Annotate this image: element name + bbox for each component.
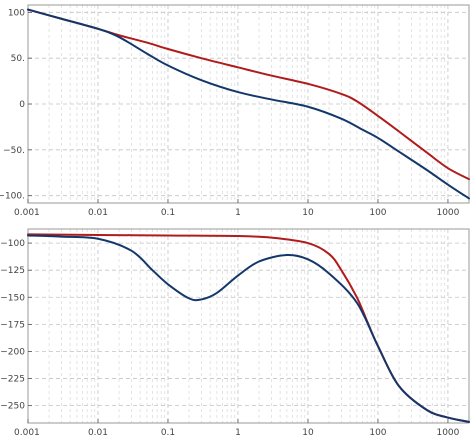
magnitude-y-tick-label: −50. <box>3 146 25 156</box>
phase-y-tick-label: −225 <box>0 375 25 385</box>
phase-x-tick-label: 1000 <box>436 428 459 438</box>
phase-y-tick-label: −125 <box>0 266 25 276</box>
phase-x-tick-label: 100 <box>369 428 386 438</box>
magnitude-x-axis: 0.001 0.01 0.1 1 10 100 1000 <box>14 199 460 218</box>
magnitude-x-tick-label: 100 <box>369 208 386 218</box>
magnitude-x-tick-label: 1000 <box>436 208 459 218</box>
phase-x-tick-label: 10 <box>302 428 314 438</box>
phase-series-line-blue <box>27 234 470 423</box>
phase-y-tick-label: −150 <box>0 293 25 303</box>
phase-y-tick-label: −200 <box>0 347 25 357</box>
magnitude-x-tick-label: 0.1 <box>161 208 175 218</box>
phase-x-tick-label: 1 <box>235 428 241 438</box>
phase-major-grid <box>28 229 469 423</box>
phase-plot-frame <box>27 228 470 424</box>
magnitude-x-tick-label: 0.01 <box>88 208 108 218</box>
magnitude-y-tick-label: 50. <box>11 54 25 64</box>
phase-x-tick-label: 0.01 <box>88 428 108 438</box>
magnitude-y-axis: 100 50. 0 −50. −100. <box>0 8 32 202</box>
magnitude-panel: 0.001 0.01 0.1 1 10 100 1000 100 50. 0 −50. −100. <box>0 4 470 218</box>
phase-y-tick-label: −250 <box>0 402 25 412</box>
magnitude-y-tick-label: 0 <box>19 100 25 110</box>
magnitude-x-tick-label: 10 <box>302 208 314 218</box>
phase-y-tick-label: −175 <box>0 320 25 330</box>
phase-x-axis: 0.001 0.01 0.1 1 10 100 1000 <box>14 419 460 438</box>
phase-series-line-red <box>27 233 470 423</box>
magnitude-series-line-blue <box>27 8 470 200</box>
phase-minor-grid <box>48 229 446 423</box>
magnitude-x-tick-label: 1 <box>235 208 241 218</box>
phase-y-tick-label: −100 <box>0 239 25 249</box>
magnitude-x-tick-label: 0.001 <box>14 208 40 218</box>
phase-x-tick-label: 0.001 <box>14 428 40 438</box>
magnitude-major-grid <box>28 5 469 203</box>
magnitude-y-tick-label: −100. <box>0 192 25 202</box>
phase-panel: 0.001 0.01 0.1 1 10 100 1000 −100 −125 −150 −175 −2… <box>0 228 470 438</box>
phase-y-axis: −100 −125 −150 −175 −200 −225 −250 <box>0 239 32 412</box>
phase-x-tick-label: 0.1 <box>161 428 175 438</box>
magnitude-y-tick-label: 100 <box>8 8 25 18</box>
